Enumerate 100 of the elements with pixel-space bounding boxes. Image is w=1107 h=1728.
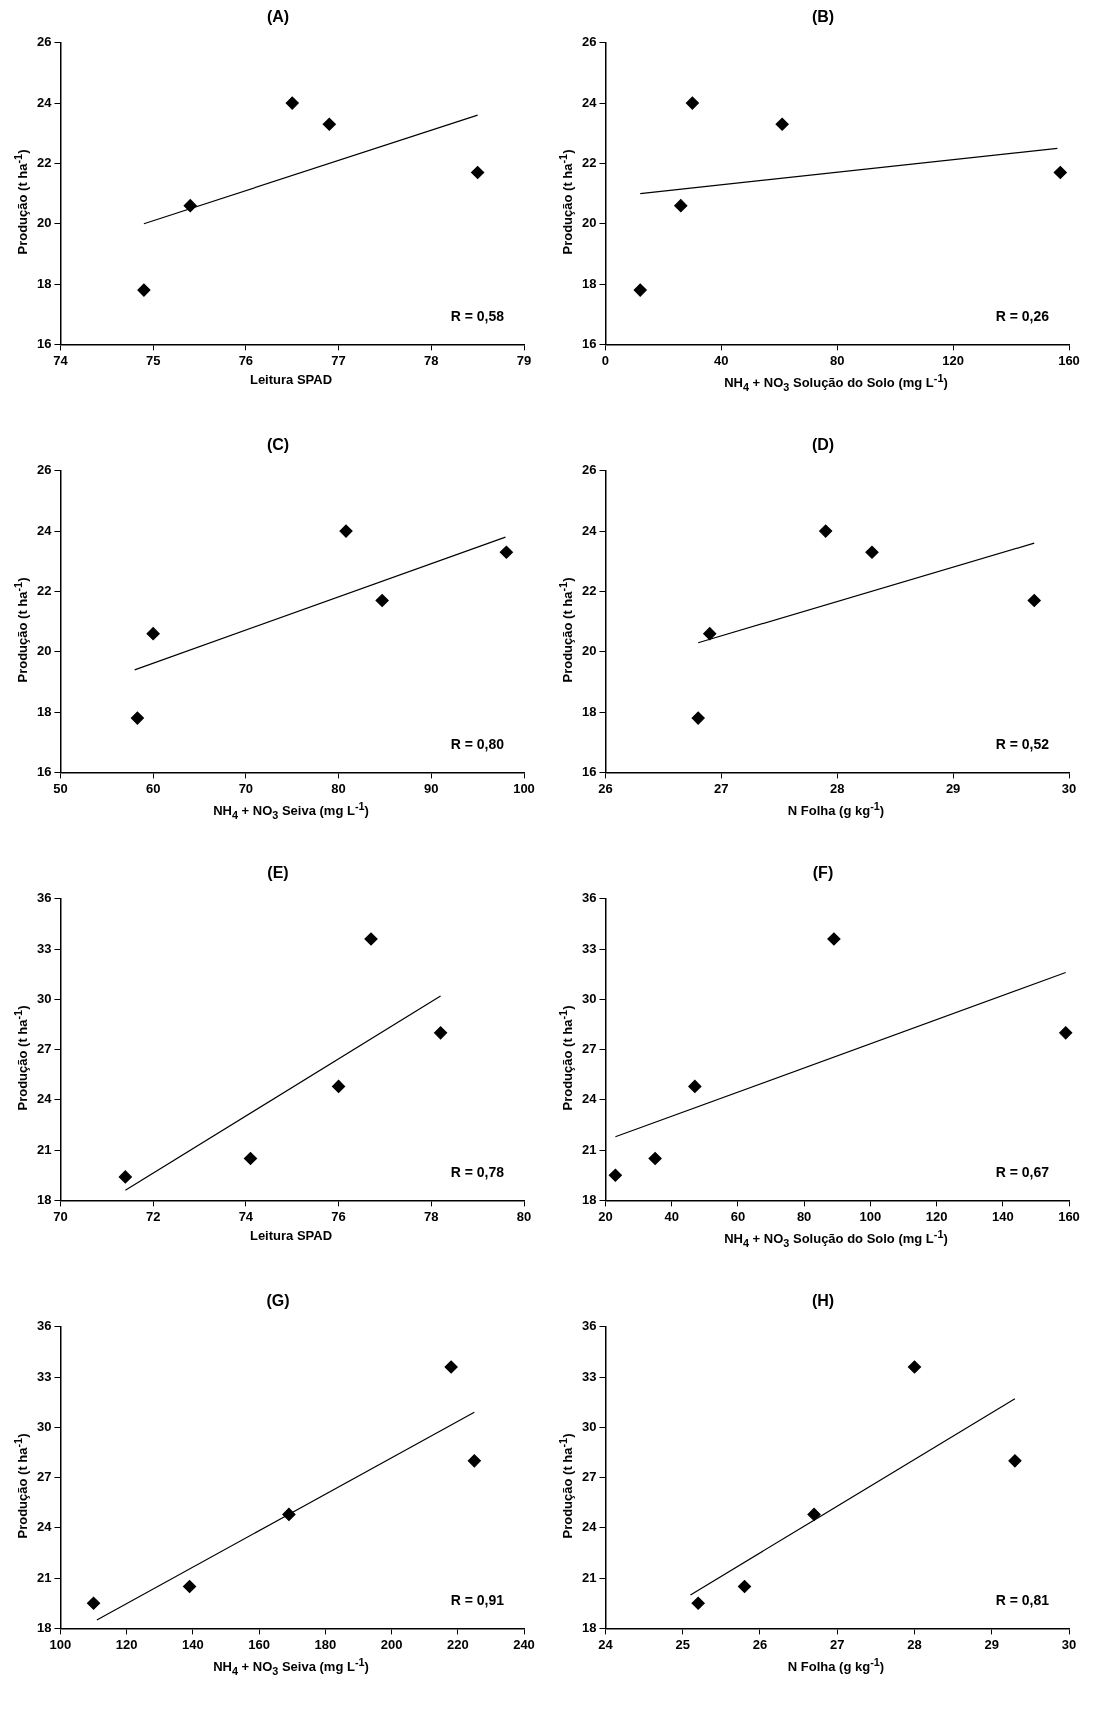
point — [433, 1026, 448, 1040]
point — [146, 627, 160, 641]
point — [1053, 165, 1067, 180]
y-tick-label: 24 — [36, 1519, 53, 1535]
x-tick-label: 70 — [53, 1208, 68, 1224]
y-tick-label: 30 — [581, 1418, 597, 1434]
y-tick-label: 22 — [581, 155, 597, 171]
x-tick-label: 29 — [945, 780, 961, 796]
y-tick-label: 21 — [581, 1569, 597, 1585]
x-tick-label: 79 — [516, 352, 532, 368]
y-tick-label: 26 — [581, 34, 597, 50]
x-tick-label: 140 — [182, 1636, 204, 1652]
y-tick-label: 26 — [36, 34, 52, 50]
annotation: R = 0,67 — [995, 1164, 1050, 1181]
y-tick-label: 22 — [36, 583, 52, 599]
x-tick-label: 77 — [331, 352, 346, 368]
x-tick-label: 24 — [598, 1636, 614, 1652]
y-tick-label: 24 — [36, 94, 53, 110]
point — [865, 545, 879, 559]
y-tick-label: 30 — [581, 990, 597, 1006]
point — [182, 1579, 197, 1594]
point — [827, 932, 841, 946]
chart-title: (G) — [265, 1292, 291, 1311]
annotation: R = 0,78 — [450, 1164, 505, 1181]
y-tick-label: 22 — [36, 155, 52, 171]
y-tick-label: 36 — [36, 890, 52, 906]
point — [364, 932, 378, 946]
annotation: R = 0,52 — [995, 736, 1050, 753]
point — [688, 1079, 702, 1094]
y-tick-label: 20 — [581, 215, 597, 231]
y-tick-label: 30 — [36, 990, 52, 1006]
point — [1008, 1454, 1022, 1468]
y-tick-label: 24 — [581, 1091, 598, 1107]
point — [183, 199, 197, 213]
point — [130, 711, 145, 725]
y-tick-label: 16 — [581, 763, 597, 779]
x-tick-label: 180 — [314, 1636, 337, 1652]
point — [339, 524, 353, 538]
x-tick-label: 50 — [53, 780, 68, 796]
y-tick-label: 18 — [581, 1619, 597, 1635]
x-tick-label: 26 — [752, 1636, 768, 1652]
point — [471, 165, 485, 180]
point — [285, 96, 299, 110]
x-tick-label: 74 — [53, 352, 69, 368]
chart-title: (E) — [266, 864, 290, 883]
x-tick-label: 120 — [925, 1208, 948, 1224]
y-tick-label: 18 — [36, 703, 52, 719]
x-tick-label: 90 — [424, 780, 439, 796]
x-tick-label: 27 — [830, 1636, 845, 1652]
x-tick-label: 80 — [796, 1208, 812, 1224]
point — [137, 283, 151, 297]
point — [322, 117, 336, 131]
x-axis-title: NH$_{4}$ + NO$_{3}$ Solução do Solo (mg L$^{-1}$) — [723, 372, 949, 393]
point — [775, 117, 789, 131]
point — [1027, 593, 1041, 608]
y-tick-label: 36 — [581, 1318, 597, 1334]
point — [86, 1596, 101, 1610]
x-tick-label: 28 — [830, 780, 845, 796]
x-tick-label: 70 — [238, 780, 254, 796]
x-tick-label: 76 — [238, 352, 254, 368]
point — [674, 199, 688, 213]
x-tick-label: 30 — [1061, 780, 1077, 796]
annotation: R = 0,80 — [450, 736, 505, 753]
chart-title: (F) — [811, 864, 835, 883]
annotation: R = 0,91 — [450, 1592, 505, 1609]
point — [499, 545, 513, 559]
point — [907, 1360, 922, 1374]
x-axis-title: Leitura SPAD — [248, 372, 334, 387]
y-tick-label: 16 — [581, 335, 597, 351]
y-tick-label: 20 — [581, 643, 597, 659]
x-tick-label: 60 — [730, 1208, 746, 1224]
chart-title: (A) — [265, 8, 291, 27]
x-axis-title: NH$_{4}$ + NO$_{3}$ Solução do Solo (mg L$^{-1}$) — [723, 1228, 949, 1249]
x-axis-title: N Folha (g kg$^{-1}$) — [786, 1656, 886, 1675]
y-tick-label: 24 — [581, 94, 598, 110]
x-tick-label: 100 — [49, 1636, 72, 1652]
point — [737, 1579, 752, 1594]
chart-title: (H) — [810, 1292, 836, 1311]
y-tick-label: 33 — [581, 1368, 597, 1384]
point — [331, 1079, 346, 1094]
annotation: R = 0,81 — [995, 1592, 1050, 1609]
x-tick-label: 20 — [598, 1208, 613, 1224]
x-axis-title: NH$_{4}$ + NO$_{3}$ Seiva (mg L$^{-1}$) — [212, 1656, 370, 1677]
x-tick-label: 200 — [380, 1636, 403, 1652]
y-tick-label: 24 — [581, 522, 598, 538]
x-tick-label: 27 — [714, 780, 729, 796]
x-tick-label: 30 — [1061, 1636, 1077, 1652]
chart-title: (B) — [810, 8, 836, 27]
y-tick-label: 26 — [581, 462, 597, 478]
x-tick-label: 100 — [859, 1208, 882, 1224]
x-tick-label: 76 — [331, 1208, 346, 1224]
point — [691, 711, 705, 725]
x-tick-label: 0 — [601, 352, 610, 368]
x-tick-label: 78 — [424, 352, 439, 368]
x-tick-label: 160 — [248, 1636, 270, 1652]
y-tick-label: 20 — [36, 215, 52, 231]
x-tick-label: 160 — [1058, 1208, 1080, 1224]
x-tick-label: 74 — [238, 1208, 254, 1224]
y-tick-label: 30 — [36, 1418, 52, 1434]
x-tick-label: 140 — [991, 1208, 1014, 1224]
